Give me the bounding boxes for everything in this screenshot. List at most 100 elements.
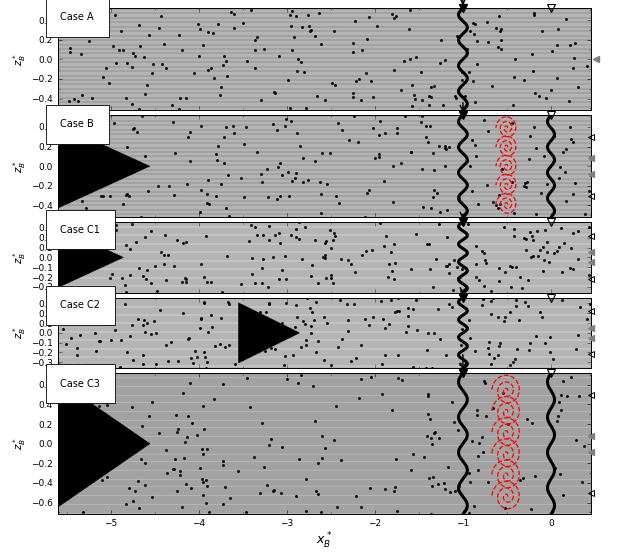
Point — [369, 123, 379, 132]
Point — [462, 324, 472, 332]
Point — [291, 232, 301, 241]
Point — [428, 82, 438, 91]
Point — [421, 132, 431, 141]
Point — [200, 232, 211, 241]
Point — [249, 453, 259, 461]
Point — [569, 53, 579, 62]
Point — [424, 101, 434, 110]
Point — [327, 236, 338, 245]
Point — [168, 465, 178, 474]
Point — [381, 231, 391, 240]
Point — [568, 189, 578, 198]
Point — [252, 231, 262, 240]
Point — [557, 267, 567, 276]
Point — [343, 136, 354, 145]
Point — [129, 123, 139, 132]
Polygon shape — [238, 302, 300, 363]
Point — [241, 507, 251, 516]
Point — [297, 254, 308, 263]
Point — [333, 118, 343, 127]
Point — [257, 419, 268, 428]
Point — [91, 112, 101, 121]
Point — [361, 247, 371, 256]
Point — [205, 311, 216, 320]
Point — [347, 89, 358, 98]
Point — [358, 46, 368, 54]
Point — [300, 335, 311, 344]
Point — [258, 255, 268, 264]
Point — [528, 8, 539, 17]
Point — [196, 260, 207, 269]
Point — [438, 101, 448, 110]
Point — [424, 474, 434, 483]
Point — [533, 252, 543, 261]
Point — [375, 219, 385, 228]
Point — [365, 373, 376, 381]
Point — [566, 244, 576, 253]
Point — [301, 474, 311, 483]
Point — [453, 274, 464, 282]
Point — [494, 342, 504, 351]
Point — [131, 237, 141, 246]
Point — [364, 12, 374, 21]
Point — [335, 255, 345, 264]
Y-axis label: $z_B^*$: $z_B^*$ — [12, 251, 28, 264]
Point — [150, 261, 160, 270]
Point — [115, 363, 125, 371]
Point — [546, 47, 557, 56]
Point — [184, 334, 195, 342]
Point — [423, 392, 433, 401]
Point — [444, 269, 455, 277]
Point — [424, 265, 435, 274]
Point — [493, 203, 503, 212]
Point — [464, 468, 474, 477]
Point — [374, 150, 384, 158]
Point — [286, 21, 296, 30]
Point — [447, 398, 457, 406]
Point — [147, 397, 157, 406]
Point — [548, 248, 559, 257]
Point — [453, 486, 464, 495]
Point — [469, 347, 480, 356]
Point — [178, 308, 188, 317]
Point — [277, 266, 287, 275]
Point — [111, 221, 121, 230]
Point — [378, 241, 388, 250]
Point — [568, 228, 578, 237]
Point — [236, 280, 246, 289]
Point — [556, 406, 566, 415]
Point — [409, 91, 419, 100]
Point — [134, 503, 144, 512]
Point — [356, 95, 366, 104]
Point — [416, 118, 426, 127]
Point — [295, 371, 306, 380]
Point — [119, 299, 130, 308]
Point — [186, 354, 196, 363]
Point — [305, 26, 315, 35]
Point — [126, 219, 137, 228]
Point — [348, 47, 358, 56]
Point — [560, 168, 570, 177]
Point — [142, 266, 152, 275]
Point — [449, 92, 460, 101]
Point — [473, 466, 483, 475]
Point — [435, 59, 445, 68]
Point — [65, 43, 75, 52]
Point — [75, 19, 85, 28]
Point — [266, 434, 276, 443]
Point — [510, 354, 521, 363]
Point — [500, 504, 510, 513]
Point — [519, 182, 529, 191]
Point — [239, 192, 249, 201]
Point — [540, 225, 550, 234]
Point — [423, 410, 433, 419]
Point — [304, 22, 314, 31]
Point — [429, 429, 440, 438]
Point — [467, 436, 477, 445]
Point — [159, 260, 169, 269]
Point — [488, 404, 498, 413]
Point — [291, 168, 301, 177]
Point — [153, 181, 163, 190]
Point — [238, 18, 248, 27]
Point — [202, 358, 213, 366]
